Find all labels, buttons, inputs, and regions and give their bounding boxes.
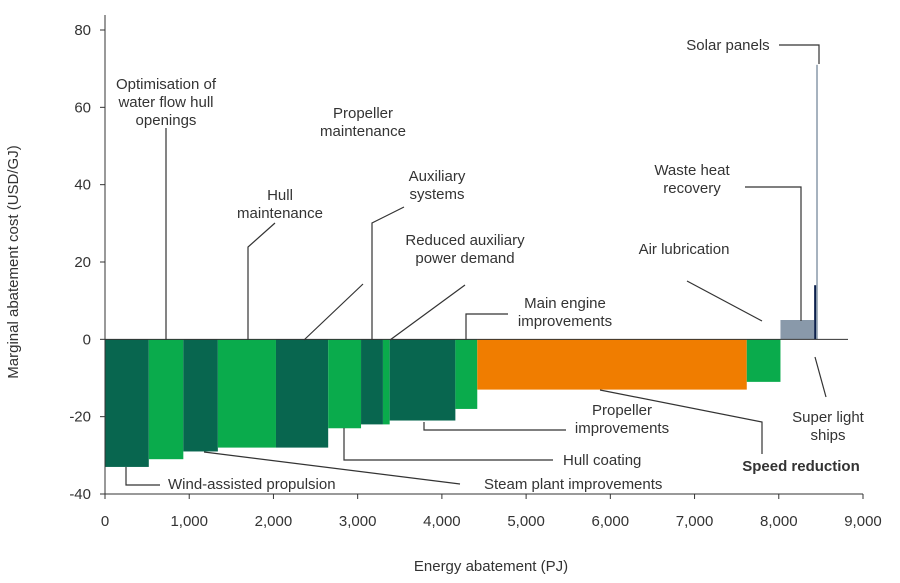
bar-waste xyxy=(780,320,815,340)
x-tick-label: 7,000 xyxy=(676,513,714,530)
label-redaux: Reduced auxiliary power demand xyxy=(405,232,525,267)
leader-redaux xyxy=(389,284,466,341)
leader-airlub xyxy=(686,280,763,322)
label-line: improvements xyxy=(518,313,612,330)
leader-aux xyxy=(371,206,405,340)
y-tick-label: 60 xyxy=(74,99,91,116)
label-line: Speed reduction xyxy=(742,458,860,475)
label-propimp: Propeller improvements xyxy=(575,402,669,437)
leader-hullmaint xyxy=(247,222,276,340)
label-line: Hull xyxy=(267,187,293,204)
leader-solar xyxy=(779,44,820,64)
label-wind: Wind-assisted propulsion xyxy=(168,476,336,493)
label-airlub: Air lubrication xyxy=(639,241,730,258)
x-tick-label: 5,000 xyxy=(507,513,545,530)
bar-hullflow xyxy=(148,339,184,460)
bar-superlight xyxy=(814,285,817,340)
bar-speed xyxy=(477,339,747,390)
leader-steam xyxy=(203,451,461,485)
label-line: Wind-assisted propulsion xyxy=(168,476,336,493)
leader-mainengine xyxy=(465,313,508,340)
leader-speed xyxy=(599,389,763,454)
label-line: Steam plant improvements xyxy=(484,476,662,493)
label-hullcoat: Hull coating xyxy=(563,452,641,469)
bars-layer xyxy=(105,64,818,467)
bar-steam xyxy=(183,339,218,452)
label-line: Air lubrication xyxy=(639,241,730,258)
label-line: systems xyxy=(409,186,464,203)
x-tick-label: 9,000 xyxy=(844,513,882,530)
label-line: maintenance xyxy=(320,123,406,140)
label-superlight: Super light ships xyxy=(792,409,865,444)
label-steam: Steam plant improvements xyxy=(484,476,662,493)
label-line: power demand xyxy=(415,250,514,267)
leader-hullcoat xyxy=(343,428,553,461)
x-tick-label: 4,000 xyxy=(423,513,461,530)
bar-mainengine xyxy=(455,339,478,409)
leader-lines-layer xyxy=(125,44,827,486)
leader-superlight xyxy=(814,356,827,398)
label-line: Hull coating xyxy=(563,452,641,469)
label-line: Main engine xyxy=(524,295,606,312)
label-propmaint: Propeller maintenance xyxy=(320,105,406,140)
leader-wind xyxy=(125,467,160,486)
label-line: Waste heat xyxy=(654,162,730,179)
x-tick-label: 0 xyxy=(101,513,109,530)
bar-hullcoat xyxy=(328,339,362,429)
bar-airlub xyxy=(746,339,781,382)
y-tick-label: -40 xyxy=(69,486,91,503)
y-axis-title: Marginal abatement cost (USD/GJ) xyxy=(5,145,22,378)
bar-hullmaint xyxy=(217,339,276,448)
annotation-labels-layer: Wind-assisted propulsion Optimisation of w… xyxy=(116,37,865,493)
x-tick-label: 1,000 xyxy=(170,513,208,530)
label-line: recovery xyxy=(663,180,721,197)
label-aux: Auxiliary systems xyxy=(409,168,466,203)
label-line: openings xyxy=(136,112,197,129)
label-line: Super light xyxy=(792,409,865,426)
x-tick-label: 2,000 xyxy=(255,513,293,530)
label-line: Auxiliary xyxy=(409,168,466,185)
label-line: improvements xyxy=(575,420,669,437)
bar-propmaint xyxy=(275,339,329,448)
label-hullflow: Optimisation of water flow hull openings xyxy=(116,76,217,129)
y-tick-label: 0 xyxy=(83,331,91,348)
x-axis-title: Energy abatement (PJ) xyxy=(414,558,568,575)
label-line: Solar panels xyxy=(686,37,769,54)
label-line: Optimisation of xyxy=(116,76,217,93)
label-speed: Speed reduction xyxy=(742,458,860,475)
axes-layer: 0 1,000 2,000 3,000 4,000 5,000 6,000 7,000 8,00… xyxy=(69,15,882,530)
label-hullmaint: Hull maintenance xyxy=(237,187,323,222)
bar-aux xyxy=(361,339,383,425)
label-line: Propeller xyxy=(333,105,393,122)
x-tick-label: 8,000 xyxy=(760,513,798,530)
y-tick-label: 80 xyxy=(74,22,91,39)
leader-propmaint xyxy=(303,283,364,341)
bar-solar xyxy=(816,64,818,340)
leader-waste xyxy=(745,186,802,321)
label-line: Reduced auxiliary xyxy=(405,232,525,249)
label-line: Propeller xyxy=(592,402,652,419)
label-line: water flow hull xyxy=(117,94,213,111)
label-line: maintenance xyxy=(237,205,323,222)
label-waste: Waste heat recovery xyxy=(654,162,730,197)
label-mainengine: Main engine improvements xyxy=(518,295,612,330)
y-tick-label: 20 xyxy=(74,254,91,271)
x-tick-label: 3,000 xyxy=(339,513,377,530)
bar-redaux xyxy=(382,339,390,425)
label-solar: Solar panels xyxy=(686,37,769,54)
leader-propimp xyxy=(423,422,566,431)
bar-wind xyxy=(105,339,149,467)
bar-propimp xyxy=(389,339,456,421)
x-tick-label: 6,000 xyxy=(592,513,630,530)
y-tick-label: -20 xyxy=(69,409,91,426)
label-line: ships xyxy=(810,427,845,444)
y-tick-label: 40 xyxy=(74,177,91,194)
